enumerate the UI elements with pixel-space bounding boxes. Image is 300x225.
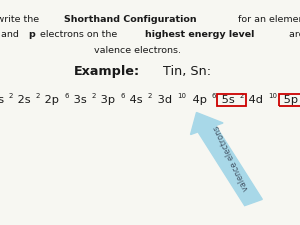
- Text: 6: 6: [121, 93, 125, 99]
- Text: 2: 2: [8, 93, 13, 99]
- Text: are the: are the: [286, 30, 300, 39]
- Text: p: p: [28, 30, 35, 39]
- Text: 2: 2: [35, 93, 40, 99]
- Text: electrons on the: electrons on the: [37, 30, 120, 39]
- Text: 2: 2: [239, 93, 244, 99]
- Text: 3p: 3p: [97, 95, 116, 105]
- Text: 10: 10: [177, 93, 186, 99]
- Text: Shorthand Configuration: Shorthand Configuration: [64, 15, 196, 24]
- Bar: [217, 94, 246, 106]
- Text: 3d: 3d: [154, 95, 172, 105]
- Text: 6: 6: [212, 93, 216, 99]
- Text: 5p: 5p: [280, 95, 298, 105]
- Text: valence electrons: valence electrons: [212, 124, 251, 192]
- Text: 2: 2: [148, 93, 152, 99]
- Text: 4p: 4p: [188, 95, 206, 105]
- Text: If you write the: If you write the: [0, 15, 42, 24]
- Text: 2s: 2s: [14, 95, 31, 105]
- Text: 5s: 5s: [218, 95, 234, 105]
- Text: 4d: 4d: [245, 95, 263, 105]
- Bar: [279, 94, 300, 106]
- Text: 4s: 4s: [127, 95, 143, 105]
- Text: Example:: Example:: [74, 65, 140, 79]
- Text: for an element,: for an element,: [235, 15, 300, 24]
- Text: 1s: 1s: [0, 95, 4, 105]
- Text: valence electrons.: valence electrons.: [94, 46, 181, 55]
- FancyArrow shape: [190, 112, 262, 206]
- Text: 2: 2: [92, 93, 96, 99]
- Text: 6: 6: [64, 93, 69, 99]
- Text: 3s: 3s: [70, 95, 87, 105]
- Text: highest energy level: highest energy level: [145, 30, 254, 39]
- Text: 10: 10: [268, 93, 277, 99]
- Text: 2p: 2p: [41, 95, 59, 105]
- Text: Tin, Sn:: Tin, Sn:: [159, 65, 211, 79]
- Text: and: and: [0, 30, 22, 39]
